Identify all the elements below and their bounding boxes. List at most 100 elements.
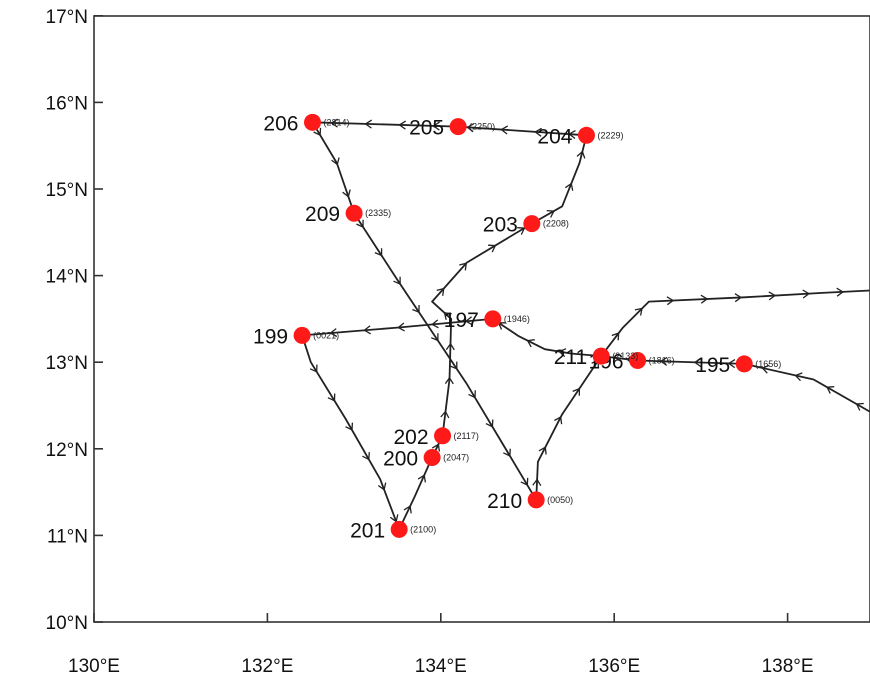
direction-arrow xyxy=(538,446,547,455)
direction-arrow xyxy=(445,342,455,351)
y-tick-label: 14°N xyxy=(46,267,88,288)
direction-arrow xyxy=(449,361,458,370)
x-tick-label: 136°E xyxy=(588,656,640,677)
direction-arrow xyxy=(558,348,567,358)
station-id-label: 197 xyxy=(444,309,479,332)
station-time-label: (2314) xyxy=(323,117,349,127)
station-time-label: (2100) xyxy=(410,524,436,534)
direction-arrow xyxy=(700,294,709,304)
station-id-label: 206 xyxy=(263,112,298,135)
station-time-label: (2208) xyxy=(543,219,569,229)
station-197: 197 (1946) xyxy=(444,309,530,332)
station-dot xyxy=(449,118,467,136)
direction-arrow xyxy=(468,390,476,399)
direction-arrow xyxy=(572,387,581,396)
direction-arrow xyxy=(526,339,535,348)
direction-arrow xyxy=(503,448,511,457)
y-tick-label: 15°N xyxy=(46,180,88,201)
direction-arrow xyxy=(440,410,450,419)
direction-arrow xyxy=(313,127,322,137)
x-tick-label: 138°E xyxy=(762,656,814,677)
direction-arrow xyxy=(398,120,407,130)
station-id-label: 195 xyxy=(695,354,730,377)
direction-arrow xyxy=(734,293,743,303)
y-tick-label: 12°N xyxy=(46,440,88,461)
direction-arrow xyxy=(342,189,351,198)
direction-arrow xyxy=(464,316,473,326)
station-time-label: (0050) xyxy=(547,495,573,505)
direction-arrow xyxy=(393,276,401,285)
direction-arrow xyxy=(576,150,586,159)
direction-arrow xyxy=(330,118,339,128)
x-tick-label: 130°E xyxy=(68,656,120,677)
direction-arrow xyxy=(568,130,576,140)
station-id-label: 203 xyxy=(483,214,518,237)
station-dot xyxy=(527,491,545,509)
station-dot xyxy=(303,113,321,131)
direction-arrow xyxy=(431,443,441,452)
y-tick-label: 13°N xyxy=(46,353,88,374)
station-201: 201 (2100) xyxy=(350,519,436,542)
direction-arrow xyxy=(659,356,668,366)
direction-arrow xyxy=(534,127,542,137)
direction-arrow xyxy=(444,376,454,385)
station-time-label: (2229) xyxy=(597,130,623,140)
station-203: 203 (2208) xyxy=(483,214,569,237)
station-time-label: (2047) xyxy=(443,452,469,462)
direction-arrow xyxy=(693,357,702,368)
station-dot xyxy=(345,204,363,222)
station-id-label: 199 xyxy=(253,325,288,348)
direction-arrow xyxy=(431,319,439,329)
station-id-label: 202 xyxy=(393,426,428,449)
direction-arrow xyxy=(327,393,336,402)
station-time-label: (2250) xyxy=(469,122,495,132)
direction-arrow xyxy=(727,359,736,369)
direction-arrow xyxy=(761,364,770,374)
x-tick-label: 134°E xyxy=(415,656,467,677)
station-time-label: (1656) xyxy=(755,359,781,369)
station-dot xyxy=(577,126,595,144)
direction-arrow xyxy=(836,287,845,297)
direction-arrow xyxy=(459,262,468,271)
direction-arrow xyxy=(443,312,452,320)
direction-arrow xyxy=(546,209,555,218)
station-dot xyxy=(735,355,753,373)
station-id-label: 210 xyxy=(487,490,522,513)
direction-arrow xyxy=(666,296,675,306)
y-tick-label: 11°N xyxy=(47,526,88,547)
direction-arrow xyxy=(488,244,497,253)
direction-arrow xyxy=(356,219,364,228)
station-209: 209 (2335) xyxy=(305,203,391,226)
direction-arrow xyxy=(309,364,318,373)
station-time-label: (2117) xyxy=(454,431,479,441)
station-time-label: (1816) xyxy=(649,355,675,365)
station-211: 211 (2133) xyxy=(554,346,639,369)
direction-arrow xyxy=(417,474,427,483)
direction-arrow xyxy=(802,289,811,299)
station-206: 206 (2314) xyxy=(263,112,349,135)
y-tick-label: 10°N xyxy=(46,613,88,634)
direction-arrow xyxy=(634,307,643,316)
direction-arrow xyxy=(500,125,509,135)
direction-arrow xyxy=(436,287,445,296)
station-id-label: 204 xyxy=(537,125,572,148)
station-dot xyxy=(434,427,452,445)
direction-arrow xyxy=(794,372,803,382)
station-time-label: (2133) xyxy=(612,351,638,361)
direction-arrow xyxy=(363,325,372,335)
station-210: 210 (0050) xyxy=(487,490,573,513)
station-id-label: 209 xyxy=(305,203,340,226)
direction-arrow xyxy=(520,477,529,487)
direction-arrow xyxy=(517,227,526,235)
station-dot xyxy=(484,310,502,328)
direction-arrow xyxy=(345,422,354,431)
direction-arrow xyxy=(855,402,864,411)
station-markers: 195(1656)196(1816)197(1946)199(0021)200(… xyxy=(253,112,781,542)
direction-arrow xyxy=(768,291,777,301)
station-dot xyxy=(592,347,610,365)
direction-arrow xyxy=(329,328,338,338)
direction-arrow xyxy=(412,305,420,314)
station-time-label: (1946) xyxy=(504,314,530,324)
